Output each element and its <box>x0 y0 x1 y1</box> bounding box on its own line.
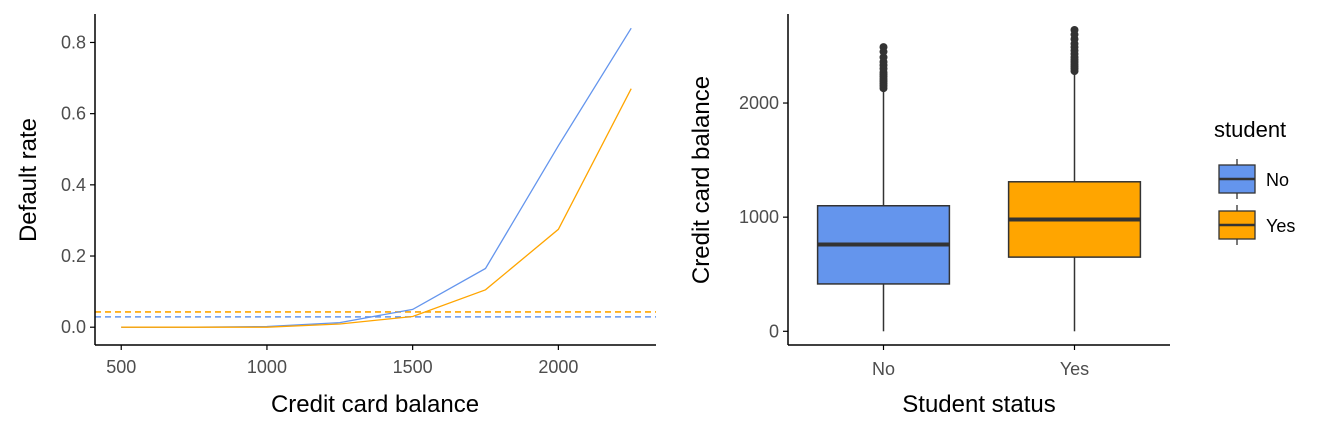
box-plot-x-axis-title: Student status <box>902 391 1055 418</box>
legend-label: Yes <box>1266 216 1295 236</box>
box-plot-y-ticks: 0 1000 2000 <box>739 93 788 341</box>
box-plot-x-ticks: No Yes <box>872 345 1089 379</box>
series-line-yes <box>121 88 632 328</box>
line-chart-x-ticks: 500 1000 1500 2000 <box>106 345 578 377</box>
legend-entries: No Yes <box>1218 159 1295 245</box>
x-tick-label: 2000 <box>538 357 578 377</box>
x-tick-label: Yes <box>1060 359 1089 379</box>
legend: student No Yes <box>1214 117 1295 245</box>
y-tick-label: 0.2 <box>61 246 86 266</box>
box-plot-y-axis-title: Credit card balance <box>688 76 715 284</box>
line-chart-y-ticks: 0.0 0.2 0.4 0.6 0.8 <box>61 32 95 337</box>
legend-entry-yes: Yes <box>1218 205 1295 245</box>
legend-title: student <box>1214 117 1286 142</box>
box-plot-panel: 0 1000 2000 No Yes Student status Credit ca… <box>688 14 1170 418</box>
box-plot-area <box>816 25 1142 332</box>
x-tick-label: 1000 <box>247 357 287 377</box>
y-tick-label: 0.0 <box>61 317 86 337</box>
line-chart-x-axis-title: Credit card balance <box>271 391 479 418</box>
y-tick-label: 1000 <box>739 207 779 227</box>
y-tick-label: 0.8 <box>61 32 86 52</box>
x-tick-label: 1500 <box>393 357 433 377</box>
legend-entry-no: No <box>1218 159 1289 199</box>
y-tick-label: 0 <box>769 321 779 341</box>
outlier-point-yes <box>1070 25 1079 34</box>
y-tick-label: 2000 <box>739 93 779 113</box>
x-tick-label: 500 <box>106 357 136 377</box>
legend-label: No <box>1266 170 1289 190</box>
x-tick-label: No <box>872 359 895 379</box>
series-line-no <box>121 27 632 328</box>
line-chart-panel: 0.0 0.2 0.4 0.6 0.8 500 1000 1500 2000 Credit c… <box>15 14 656 418</box>
y-tick-label: 0.4 <box>61 175 86 195</box>
line-chart-plot-area <box>95 27 656 328</box>
y-tick-label: 0.6 <box>61 104 86 124</box>
line-chart-y-axis-title: Default rate <box>15 118 42 242</box>
outlier-point-no <box>879 43 888 52</box>
outlier-point-no <box>879 53 888 62</box>
